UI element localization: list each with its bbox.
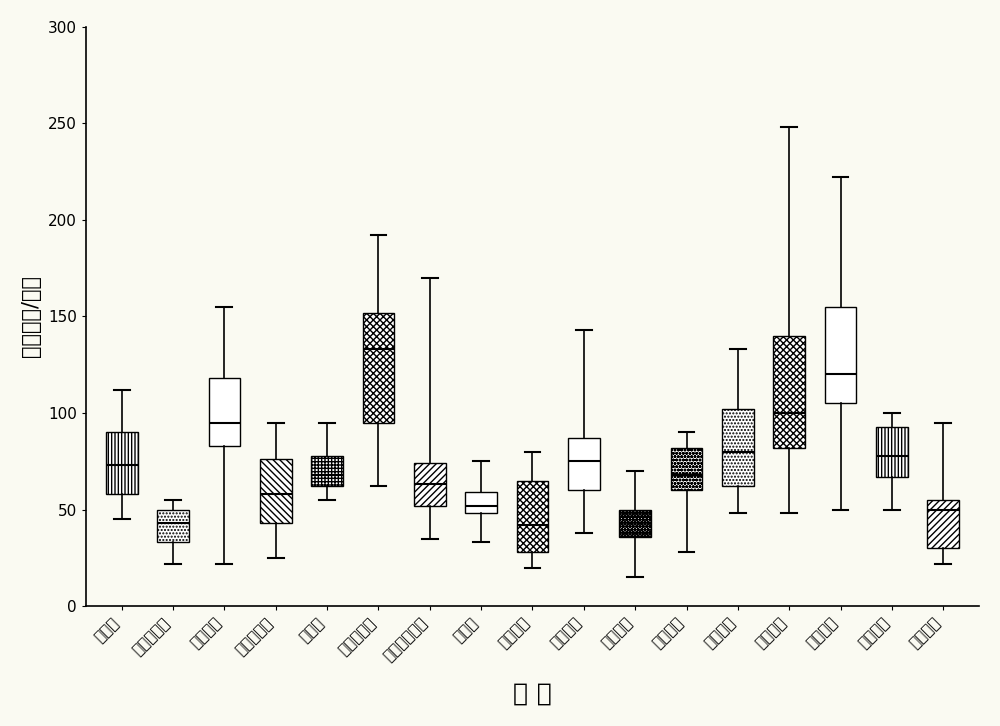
PathPatch shape — [414, 463, 446, 506]
PathPatch shape — [363, 313, 394, 423]
PathPatch shape — [876, 427, 908, 477]
PathPatch shape — [311, 455, 343, 486]
PathPatch shape — [825, 307, 856, 404]
PathPatch shape — [773, 336, 805, 448]
PathPatch shape — [568, 439, 600, 490]
PathPatch shape — [106, 433, 138, 494]
PathPatch shape — [517, 481, 548, 552]
PathPatch shape — [927, 500, 959, 548]
PathPatch shape — [619, 510, 651, 537]
PathPatch shape — [209, 378, 240, 446]
X-axis label: 药 物: 药 物 — [513, 681, 552, 705]
PathPatch shape — [260, 460, 292, 523]
PathPatch shape — [465, 492, 497, 513]
Y-axis label: 信号数目/细胞: 信号数目/细胞 — [21, 275, 41, 357]
PathPatch shape — [671, 448, 702, 490]
PathPatch shape — [722, 409, 754, 486]
PathPatch shape — [157, 510, 189, 542]
